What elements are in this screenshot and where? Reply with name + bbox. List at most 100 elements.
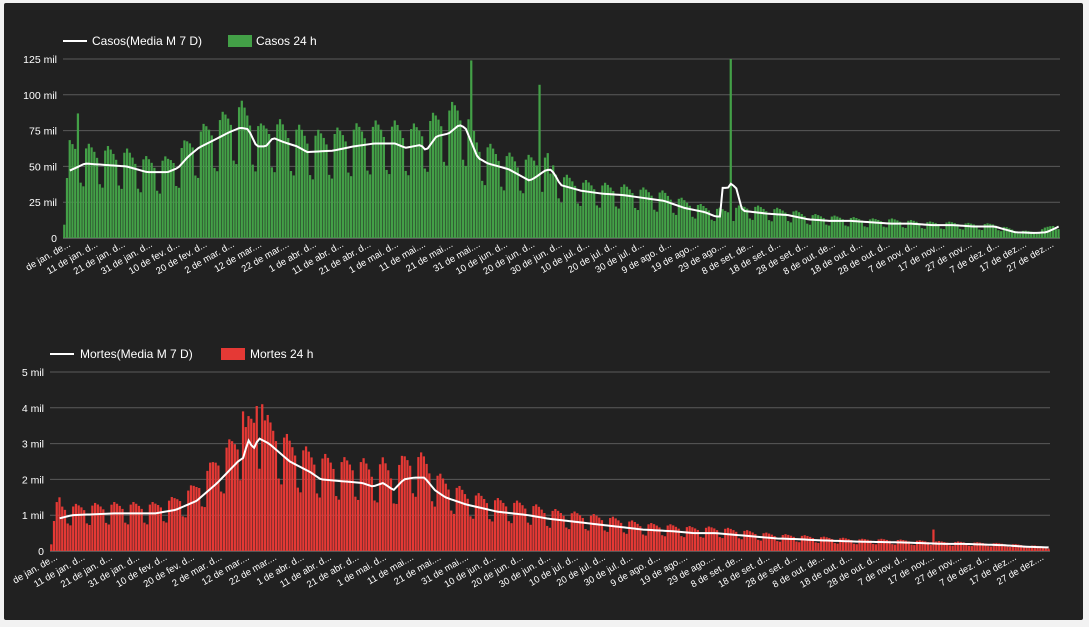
bar[interactable] [216,171,219,238]
bar[interactable] [693,528,697,551]
bar[interactable] [737,538,741,551]
bar[interactable] [595,205,599,238]
bar[interactable] [584,180,588,238]
bar[interactable] [998,543,1001,551]
bar[interactable] [492,148,495,238]
bar[interactable] [299,492,302,551]
bar[interactable] [565,174,568,238]
bar[interactable] [538,84,541,238]
bar[interactable] [885,227,888,238]
bar[interactable] [1033,545,1036,551]
bar[interactable] [93,502,97,551]
bar[interactable] [573,185,577,238]
bar[interactable] [458,485,461,551]
bar[interactable] [817,215,820,238]
bar[interactable] [822,217,825,238]
bar[interactable] [1021,230,1025,238]
bar[interactable] [535,504,538,551]
bar[interactable] [85,523,89,551]
bar[interactable] [268,134,271,238]
bar[interactable] [203,507,206,551]
bar[interactable] [699,203,702,238]
legend-label-daily[interactable]: Casos 24 h [256,34,317,48]
bar[interactable] [644,535,647,551]
bar[interactable] [696,204,700,238]
bar[interactable] [230,441,234,551]
bar[interactable] [617,208,620,238]
bar[interactable] [702,206,705,238]
bar[interactable] [839,538,842,551]
bar[interactable] [390,126,394,238]
bar[interactable] [218,120,222,238]
bar[interactable] [502,190,506,238]
bar[interactable] [285,433,289,551]
bar[interactable] [642,187,645,238]
bar[interactable] [303,135,306,238]
bar[interactable] [166,158,170,238]
bar[interactable] [121,508,124,551]
bar[interactable] [377,124,380,238]
bar[interactable] [258,468,261,551]
bar[interactable] [389,478,393,551]
bar[interactable] [382,136,385,238]
bar[interactable] [535,165,538,238]
bar[interactable] [669,524,672,551]
bar[interactable] [436,475,439,551]
bar[interactable] [614,206,618,238]
bar[interactable] [1041,546,1045,551]
bar[interactable] [526,522,530,551]
bar[interactable] [355,123,358,238]
bar[interactable] [1027,231,1030,238]
bar[interactable] [614,518,617,551]
bar[interactable] [622,532,625,551]
bar[interactable] [252,422,256,551]
bar[interactable] [756,205,760,238]
bar[interactable] [661,190,664,238]
bar[interactable] [598,517,601,551]
bar[interactable] [415,127,418,238]
bar[interactable] [162,521,165,551]
bar[interactable] [647,524,650,551]
bar[interactable] [410,129,413,238]
legend-label-daily[interactable]: Mortes 24 h [250,347,313,361]
bar[interactable] [541,191,544,238]
bar[interactable] [1030,231,1033,238]
bar[interactable] [589,515,593,551]
bar[interactable] [855,544,858,551]
bar[interactable] [477,493,480,551]
bar[interactable] [863,226,866,238]
bar[interactable] [329,462,332,551]
bar[interactable] [557,510,560,551]
bar[interactable] [590,185,593,238]
bar[interactable] [187,490,190,551]
bar[interactable] [340,462,343,551]
bar[interactable] [601,185,604,238]
bar[interactable] [199,131,202,238]
bar[interactable] [1005,227,1008,238]
bar[interactable] [414,496,417,551]
bar[interactable] [326,457,330,551]
bar[interactable] [470,60,473,239]
bar[interactable] [850,540,853,551]
bar[interactable] [620,186,623,238]
bar[interactable] [724,210,727,238]
bar[interactable] [344,141,347,238]
bar[interactable] [984,543,987,551]
bar[interactable] [69,525,72,551]
bar[interactable] [721,538,724,551]
bar[interactable] [754,206,757,238]
bar[interactable] [1036,545,1039,551]
bar[interactable] [934,222,937,238]
bar[interactable] [274,441,278,551]
bar[interactable] [762,533,765,551]
bar[interactable] [406,460,409,551]
bar[interactable] [841,537,845,551]
bar[interactable] [233,444,236,551]
bar[interactable] [847,226,850,238]
bar[interactable] [789,535,793,551]
bar[interactable] [451,101,454,239]
bar[interactable] [748,218,751,238]
bar[interactable] [765,211,768,238]
bar[interactable] [863,539,867,551]
bar[interactable] [803,216,806,238]
